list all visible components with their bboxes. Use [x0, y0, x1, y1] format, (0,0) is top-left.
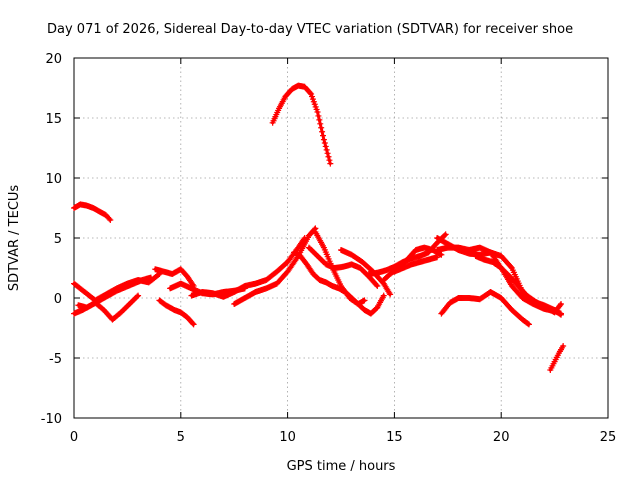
data-point — [189, 320, 196, 327]
data-point — [327, 160, 334, 167]
data-point — [107, 217, 114, 223]
data-point — [318, 124, 325, 131]
y-tick-label: 20 — [45, 52, 62, 67]
y-tick-label: -10 — [41, 412, 62, 427]
series-arc-13 — [312, 229, 368, 307]
data-point — [314, 109, 321, 115]
data-point — [307, 89, 314, 96]
x-tick-label: 25 — [600, 430, 617, 445]
data-point — [322, 143, 329, 150]
series-arc-4 — [71, 274, 154, 317]
y-tick-label: -5 — [49, 352, 62, 367]
data-point — [525, 321, 532, 328]
ticks-layer: 0 5 10 15 20 25 -10 -5 0 5 10 15 20 — [41, 52, 617, 445]
data-point — [438, 251, 445, 258]
data-point — [135, 292, 142, 299]
y-tick-label: 10 — [45, 172, 62, 187]
data-point — [557, 302, 564, 309]
data-point — [320, 136, 327, 143]
data-point — [525, 320, 532, 327]
data-point — [147, 274, 154, 281]
series-arc-6 — [152, 266, 197, 289]
series-arc-17 — [391, 254, 441, 275]
data-point — [319, 132, 326, 139]
y-axis-label: SDTVAR / TECUs — [7, 185, 22, 292]
series-arc-10 — [231, 225, 319, 307]
data-point — [361, 297, 368, 304]
data-layer — [71, 82, 567, 373]
x-tick-label: 0 — [70, 430, 78, 445]
series-arc-1 — [71, 201, 114, 223]
data-point — [315, 112, 322, 119]
series-arc-14 — [338, 247, 394, 298]
y-tick-label: 5 — [54, 232, 62, 247]
series-arc-22 — [547, 343, 567, 373]
series-arc-9 — [188, 235, 308, 300]
data-point — [134, 293, 141, 300]
x-tick-label: 5 — [177, 430, 185, 445]
data-point — [323, 146, 330, 153]
y-tick-label: 15 — [45, 112, 62, 127]
x-tick-label: 10 — [279, 430, 296, 445]
data-point — [373, 281, 380, 288]
data-point — [434, 254, 441, 261]
data-point — [319, 128, 326, 135]
x-tick-label: 15 — [386, 430, 403, 445]
x-axis-label: GPS time / hours — [287, 459, 396, 474]
data-point — [507, 263, 514, 270]
data-point — [324, 150, 331, 157]
data-point — [380, 292, 387, 299]
series-arc-7 — [156, 297, 197, 328]
data-point — [387, 291, 394, 298]
series-line — [271, 84, 332, 166]
data-point — [442, 231, 449, 238]
series-arc-21 — [438, 289, 532, 328]
series-arc-5 — [75, 292, 142, 323]
data-point — [558, 310, 565, 317]
y-tick-label: 0 — [54, 292, 62, 307]
data-point — [321, 140, 328, 147]
data-point — [316, 116, 323, 123]
data-point — [560, 343, 567, 349]
data-point — [325, 153, 332, 160]
data-point — [374, 283, 381, 289]
chart-title: Day 071 of 2026, Sidereal Day-to-day VTE… — [47, 22, 573, 37]
series-arc-2 — [269, 82, 334, 167]
data-point — [441, 232, 448, 239]
grid-layer — [74, 58, 608, 418]
data-point — [106, 215, 113, 222]
data-point — [190, 321, 197, 328]
x-tick-label: 20 — [493, 430, 510, 445]
data-point — [317, 120, 324, 127]
data-point — [558, 301, 565, 307]
series-arc-20 — [472, 253, 565, 316]
data-point — [326, 157, 333, 164]
